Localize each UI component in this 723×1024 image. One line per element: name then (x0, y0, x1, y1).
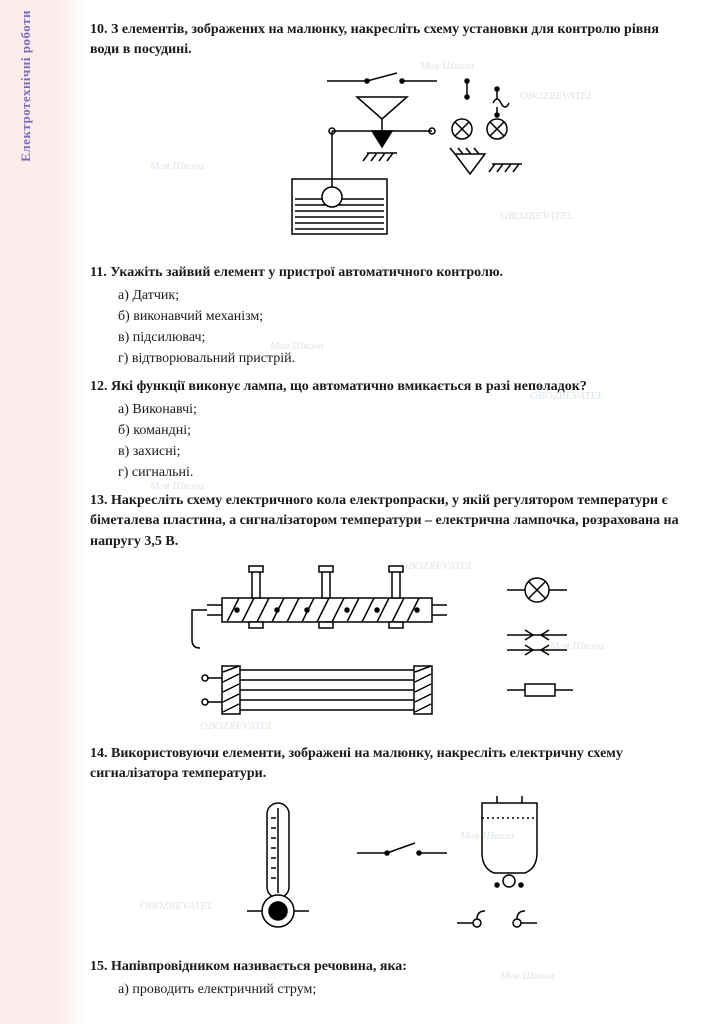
question-number: 13. (90, 493, 108, 508)
diagram-temperature-signal (207, 793, 567, 943)
question-text: З елементів, зображених на малюнку, накр… (90, 22, 659, 57)
question-number: 10. (90, 22, 108, 37)
figure-q14 (90, 793, 683, 943)
question-10: 10. З елементів, зображених на малюнку, … (90, 20, 683, 61)
options-list: а) проводить електричний струм; (118, 979, 683, 1000)
question-text: Які функції виконує лампа, що автоматичн… (111, 379, 587, 394)
option-a: а) проводить електричний струм; (118, 979, 683, 1000)
question-13: 13. Накресліть схему електричного кола е… (90, 491, 683, 552)
option-c: в) підсилювач; (118, 327, 683, 348)
option-a: а) Датчик; (118, 285, 683, 306)
question-11: 11. Укажіть зайвий елемент у пристрої ав… (90, 263, 683, 369)
question-text: Накресліть схему електричного кола елект… (90, 493, 679, 549)
figure-q10 (90, 69, 683, 249)
options-list: а) Виконавчі; б) командні; в) захисні; г… (118, 399, 683, 483)
figure-q13 (90, 560, 683, 730)
option-d: г) сигнальні. (118, 462, 683, 483)
diagram-water-level (237, 69, 537, 249)
options-list: а) Датчик; б) виконавчий механізм; в) пі… (118, 285, 683, 369)
option-d: г) відтворювальний пристрій. (118, 348, 683, 369)
option-a: а) Виконавчі; (118, 399, 683, 420)
question-number: 14. (90, 746, 108, 761)
option-b: б) командні; (118, 420, 683, 441)
option-b: б) виконавчий механізм; (118, 306, 683, 327)
question-15: 15. Напівпровідником називається речовин… (90, 957, 683, 1000)
question-text: Напівпровідником називається речовина, я… (111, 959, 407, 974)
diagram-iron-circuit (167, 560, 607, 730)
question-number: 15. (90, 959, 108, 974)
question-number: 12. (90, 379, 108, 394)
side-chapter-label: Електротехнічні роботи (18, 10, 34, 162)
textbook-page: Електротехнічні роботи Моя Школа OBOZREV… (0, 0, 723, 1024)
question-12: 12. Які функції виконує лампа, що автома… (90, 377, 683, 483)
question-14: 14. Використовуючи елементи, зображені н… (90, 744, 683, 785)
question-text: Укажіть зайвий елемент у пристрої автома… (110, 265, 503, 280)
option-c: в) захисні; (118, 441, 683, 462)
question-number: 11. (90, 265, 107, 280)
question-text: Використовуючи елементи, зображені на ма… (90, 746, 623, 781)
